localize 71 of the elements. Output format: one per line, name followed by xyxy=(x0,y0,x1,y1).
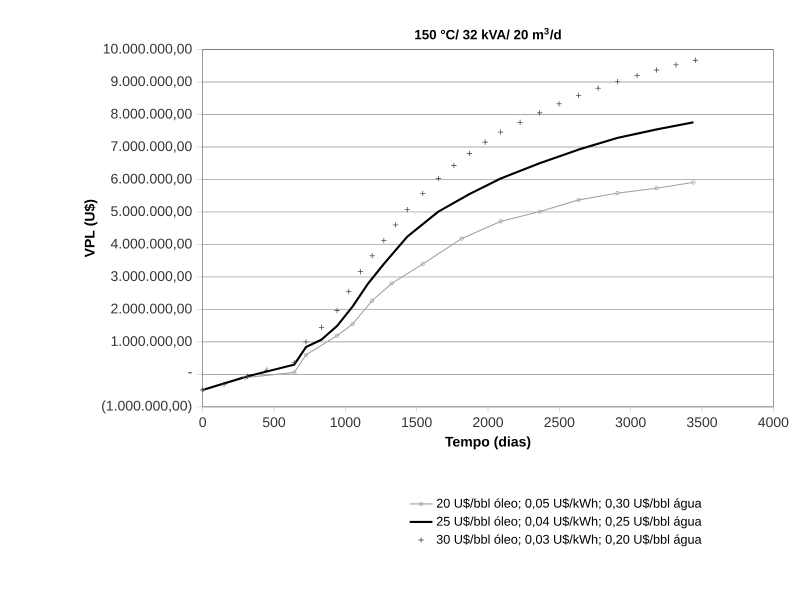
point xyxy=(498,219,503,224)
point xyxy=(244,373,250,380)
point xyxy=(318,324,325,330)
y-tick-label: 1.000.000,00 xyxy=(112,336,192,348)
point xyxy=(536,110,543,116)
y-tick-label: 9.000.000,00 xyxy=(111,76,192,88)
point xyxy=(654,186,659,190)
y-tick-label: 3.000.000,00 xyxy=(111,271,192,283)
y-tick-label: 8.000.000,00 xyxy=(111,108,192,120)
point xyxy=(392,222,399,228)
point xyxy=(576,198,581,202)
x-tick-label: 2500 xyxy=(544,417,574,428)
point xyxy=(390,281,394,286)
point xyxy=(302,338,309,345)
point xyxy=(380,238,387,244)
point xyxy=(435,176,442,182)
point xyxy=(243,376,248,380)
x-tick-label: 3500 xyxy=(686,417,718,428)
x-axis-title: Tempo (dias) xyxy=(445,436,530,450)
point xyxy=(653,66,660,73)
x-tick-label: 0 xyxy=(199,417,206,428)
y-tick-label: 10.000.000,00 xyxy=(104,44,192,56)
point xyxy=(420,190,426,196)
line-series xyxy=(202,121,695,392)
point xyxy=(292,370,296,374)
point xyxy=(538,210,542,214)
point xyxy=(460,236,464,241)
point xyxy=(614,78,621,85)
point xyxy=(576,92,582,98)
y-axis-title: VPL (U$) xyxy=(84,200,98,258)
legend-label: 25 U$/bbl óleo; 0,04 U$/kWh; 0,25 U$/bbl água xyxy=(436,516,702,528)
point xyxy=(615,191,620,196)
point xyxy=(357,268,364,275)
y-tick-label: 2.000.000,00 xyxy=(111,304,192,316)
point xyxy=(334,334,340,338)
point xyxy=(350,322,355,326)
x-tick-label: 1000 xyxy=(330,417,360,428)
x-tick-label: 2000 xyxy=(473,417,504,428)
point xyxy=(634,72,640,79)
x-tick-label: 500 xyxy=(262,417,286,428)
point xyxy=(450,162,457,169)
point xyxy=(304,352,308,357)
point xyxy=(370,298,374,303)
y-tick-label: (1.000.000,00) xyxy=(102,400,192,414)
point xyxy=(334,307,340,314)
y-tick-label: 6.000.000,00 xyxy=(111,174,192,186)
point xyxy=(420,262,425,266)
y-tick-label: 4.000.000,00 xyxy=(110,238,192,250)
legend-label: 20 U$/bbl óleo; 0,05 U$/kWh; 0,30 U$/bbl água xyxy=(436,498,702,510)
point xyxy=(595,85,602,92)
point xyxy=(369,252,376,259)
point xyxy=(346,288,352,295)
point xyxy=(482,139,488,146)
y-tick-label: - xyxy=(188,372,192,374)
point xyxy=(221,381,228,388)
point xyxy=(466,150,472,156)
y-tick-label: 5.000.000,00 xyxy=(111,206,192,218)
point xyxy=(517,119,524,126)
point xyxy=(404,206,410,213)
point xyxy=(264,367,270,374)
x-tick-label: 4000 xyxy=(758,417,788,428)
x-tick-label: 1500 xyxy=(402,417,432,428)
point xyxy=(291,360,298,366)
legend-label: 30 U$/bbl óleo; 0,03 U$/kWh; 0,20 U$/bbl água xyxy=(436,534,702,546)
point xyxy=(673,62,680,68)
x-tick-label: 3000 xyxy=(616,417,646,428)
point xyxy=(498,129,504,136)
chart-title: 150 °C/ 32 kVA/ 20 m$^{3}$/d xyxy=(415,28,561,40)
point xyxy=(556,100,562,107)
point xyxy=(692,57,698,64)
y-tick-label: 7.000.000,00 xyxy=(111,141,192,153)
